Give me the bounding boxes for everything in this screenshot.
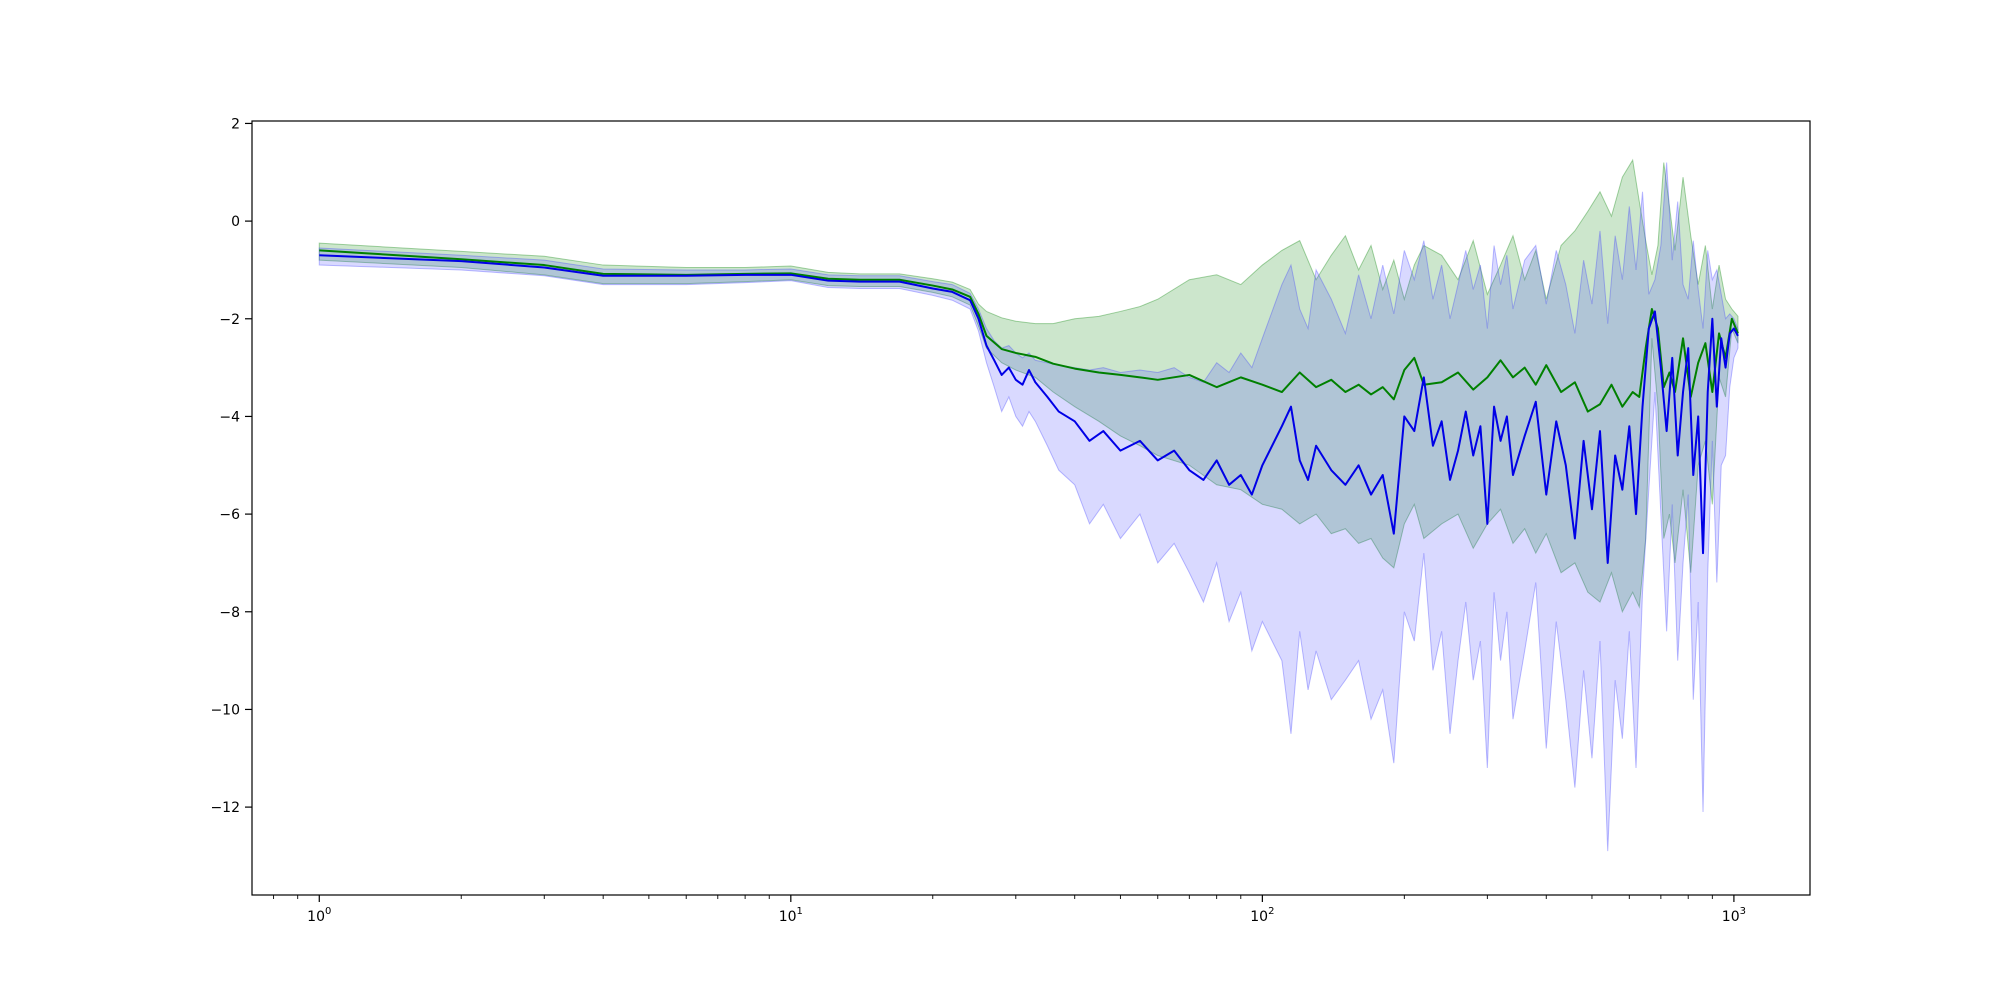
series-1-line bbox=[319, 249, 1739, 413]
confidence-bands bbox=[318, 158, 1739, 852]
y-tick-label: −8 bbox=[219, 605, 240, 621]
x-tick-label: 102 bbox=[1250, 906, 1274, 925]
x-axis: 100 101 102 103 bbox=[273, 895, 1746, 925]
series-2-band bbox=[318, 162, 1739, 852]
x-tick-label: 103 bbox=[1722, 906, 1746, 925]
series-2-line bbox=[319, 254, 1739, 564]
x-tick-label: 100 bbox=[307, 906, 331, 925]
y-tick-label: −12 bbox=[210, 800, 240, 816]
series-1-band bbox=[318, 158, 1739, 614]
x-tick-label-exponent: 2 bbox=[1268, 906, 1274, 917]
x-tick-label-base: 10 bbox=[1250, 909, 1268, 925]
y-axis: 2 0 −2 −4 −6 −8 −10 −12 bbox=[210, 116, 252, 816]
x-tick-label-base: 10 bbox=[779, 909, 797, 925]
y-tick-label: −2 bbox=[219, 312, 240, 328]
x-tick-label-exponent: 0 bbox=[325, 906, 331, 917]
y-tick-label: −10 bbox=[210, 702, 240, 718]
y-tick-label: −6 bbox=[219, 507, 240, 523]
y-tick-label: 0 bbox=[231, 214, 240, 230]
x-tick-label-base: 10 bbox=[307, 909, 325, 925]
y-tick-label: −4 bbox=[219, 409, 240, 425]
x-tick-label-exponent: 3 bbox=[1740, 906, 1746, 917]
series-lines bbox=[319, 249, 1739, 564]
x-tick-label: 101 bbox=[779, 906, 803, 925]
x-tick-label-exponent: 1 bbox=[797, 906, 803, 917]
plot-frame bbox=[251, 120, 1811, 896]
y-tick-label: 2 bbox=[231, 116, 240, 132]
x-tick-label-base: 10 bbox=[1722, 909, 1740, 925]
